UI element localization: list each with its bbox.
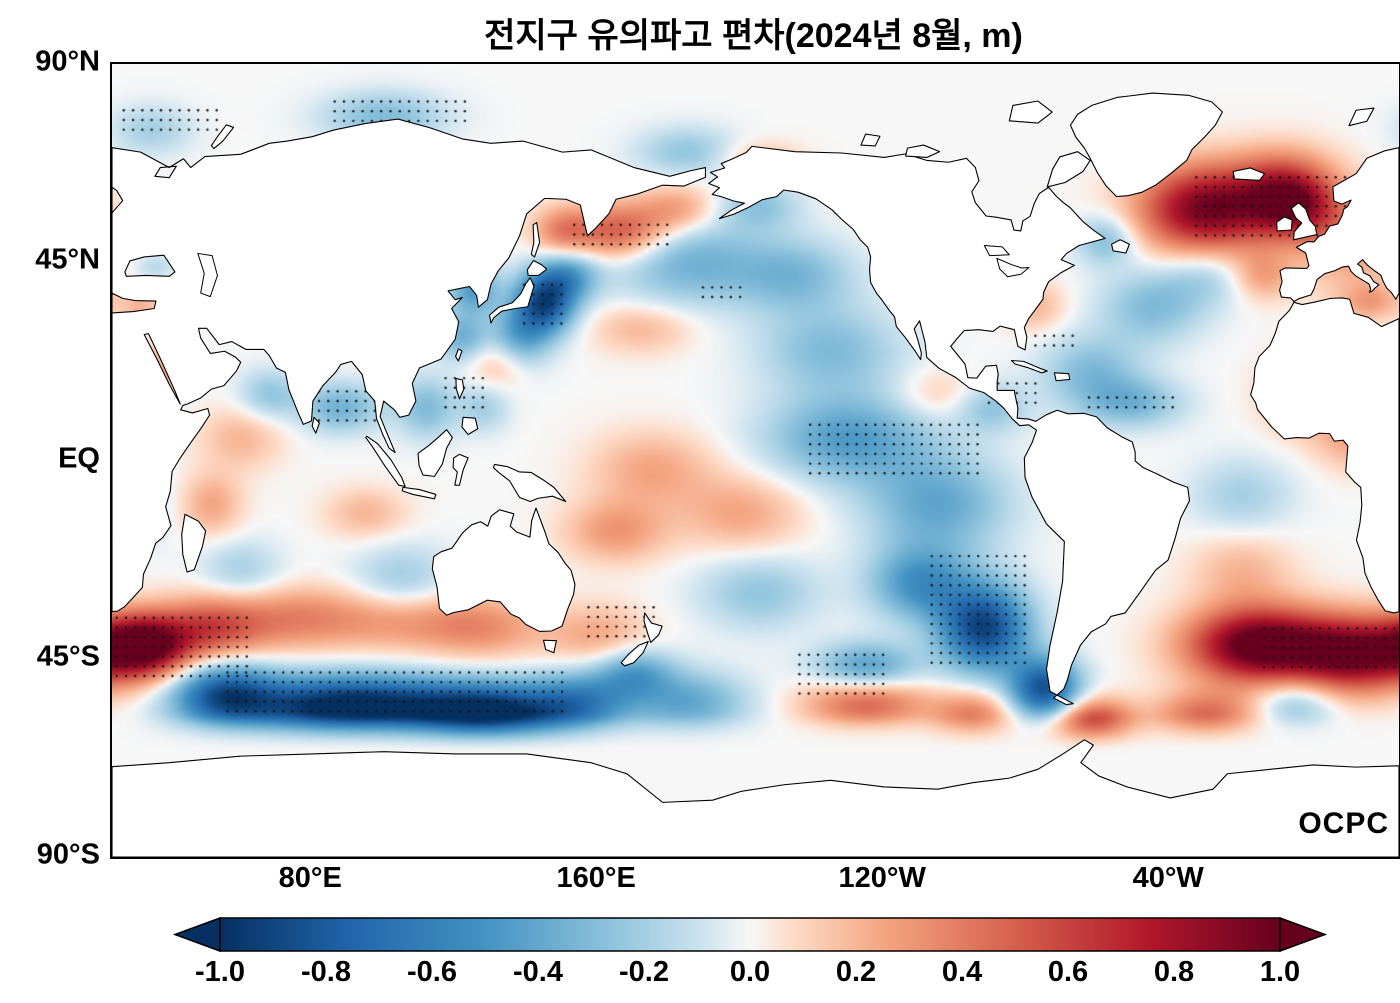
- cuba: [1011, 360, 1047, 372]
- colorbar-tick-label: 1.0: [1259, 956, 1301, 988]
- new-guinea: [493, 464, 565, 501]
- philippines-mindanao: [462, 417, 478, 434]
- colorbar-tick-label: -1.0: [195, 956, 245, 988]
- antarctica: [112, 740, 1399, 857]
- greenland: [1070, 93, 1222, 197]
- ellesmere-island: [1009, 101, 1052, 123]
- americas: [709, 146, 1190, 704]
- tasmania: [544, 640, 557, 652]
- newfoundland: [1112, 240, 1130, 253]
- x-tick-label: 120°W: [838, 862, 926, 894]
- great-lakes-outline: [997, 258, 1029, 277]
- hispaniola: [1054, 373, 1069, 381]
- novaya-zemlya: [211, 125, 233, 149]
- new-zealand-north: [644, 613, 662, 643]
- figure-title: 전지구 유의파고 편차(2024년 8월, m): [484, 17, 1023, 55]
- colorbar-tick-label: -0.8: [301, 956, 351, 988]
- australia: [432, 508, 575, 631]
- baffin-island: [1047, 152, 1090, 187]
- y-tick-label: 45°S: [36, 640, 100, 673]
- colorbar-tick-label: 0.0: [729, 956, 771, 988]
- japan-hokkaido: [527, 260, 546, 275]
- colorbar-right-arrow: [1279, 916, 1328, 953]
- philippines-luzon: [456, 379, 464, 399]
- lake-superior-outline: [984, 246, 1009, 256]
- y-tick-label: 90°S: [36, 838, 100, 871]
- colorbar-tick-label: -0.2: [619, 956, 669, 988]
- new-zealand-south: [621, 642, 648, 666]
- colorbar-tick-label: 0.8: [1153, 956, 1195, 988]
- sumatra: [366, 436, 405, 486]
- colorbar-left-arrow: [172, 916, 221, 953]
- banks-island: [861, 134, 880, 146]
- colorbar-tick-label: 0.6: [1047, 956, 1089, 988]
- victoria-island: [906, 145, 940, 157]
- y-tick-label: 45°N: [35, 243, 100, 276]
- y-tick-label: 90°N: [35, 45, 100, 78]
- x-tick-label: 160°E: [556, 862, 636, 894]
- iceland: [1233, 168, 1264, 180]
- madagascar: [182, 514, 206, 572]
- x-tick-label: 40°W: [1132, 862, 1204, 894]
- colorbar-tick-label: 0.4: [941, 956, 983, 988]
- japan-honshu: [490, 278, 534, 323]
- colorbar: [172, 916, 1328, 953]
- map-area: OCPC: [110, 62, 1400, 859]
- ireland: [1277, 217, 1292, 231]
- sakhalin: [531, 223, 539, 257]
- colorbar-tick-label: -0.6: [407, 956, 457, 988]
- svalbard: [1349, 108, 1374, 126]
- java: [402, 487, 436, 498]
- europe-west: [1280, 148, 1399, 302]
- caspian-sea-outline: [198, 253, 218, 296]
- sri-lanka: [312, 417, 319, 433]
- y-tick-label: EQ: [58, 442, 100, 474]
- sulawesi: [453, 454, 468, 485]
- coastlines-overlay: [112, 64, 1399, 857]
- taiwan: [456, 349, 462, 361]
- colorbar-tick-label: 0.2: [835, 956, 877, 988]
- x-tick-label: 80°E: [278, 862, 342, 894]
- landmass-eurasia-africa-east: [112, 119, 705, 612]
- borneo: [418, 430, 452, 477]
- colorbar-gradient: [219, 917, 1281, 952]
- ocpc-logo: OCPC: [1298, 807, 1389, 840]
- africa-west: [1251, 298, 1399, 613]
- great-britain: [1291, 203, 1316, 240]
- colorbar-tick-label: -0.4: [513, 956, 563, 988]
